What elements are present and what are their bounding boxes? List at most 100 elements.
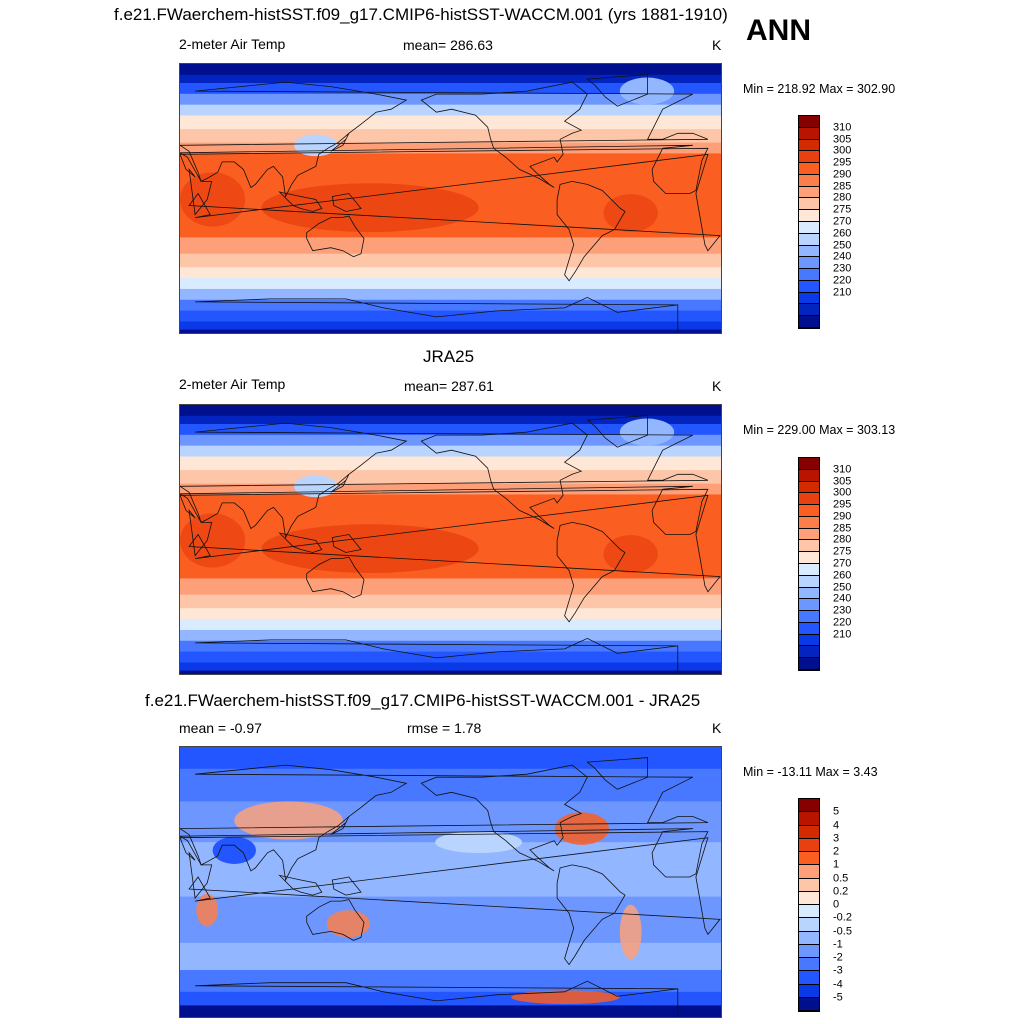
colorbar-swatch	[799, 799, 819, 813]
colorbar-swatch	[799, 139, 819, 152]
panel-3-mean-label: mean = -0.97	[179, 720, 262, 736]
colorbar-tick-label: 0	[833, 898, 840, 911]
colorbar-swatch	[799, 210, 819, 222]
colorbar-tick-label: 250	[833, 239, 852, 252]
colorbar-tick-label: 290	[833, 510, 852, 523]
panel-1-units: K	[712, 37, 722, 53]
colorbar-tick-label: 0.2	[833, 885, 849, 898]
colorbar-tick-label: 310	[833, 463, 852, 476]
colorbar-swatch	[799, 622, 819, 635]
colorbar-tick-label: -0.5	[833, 925, 852, 937]
colorbar-tick-label: -1	[833, 938, 843, 951]
colorbar-swatch	[799, 997, 819, 1011]
panel-2-map	[179, 404, 722, 675]
colorbar-tick-label: 275	[833, 545, 852, 558]
panel-2-units: K	[712, 378, 722, 394]
colorbar-swatch	[799, 528, 819, 541]
colorbar-swatch	[799, 280, 819, 293]
colorbar-tick-label: 230	[833, 262, 852, 275]
colorbar-swatch	[799, 316, 819, 328]
colorbar-swatch	[799, 825, 819, 839]
colorbar-tick-label: 230	[833, 604, 852, 617]
colorbar-swatch	[799, 931, 819, 945]
colorbar-tick-label: 4	[833, 819, 840, 831]
season-label: ANN	[746, 14, 811, 47]
colorbar-swatch	[799, 658, 819, 670]
colorbar-tick-label: 275	[833, 203, 852, 216]
colorbar-tick-label: 220	[833, 616, 852, 629]
colorbar-swatch	[799, 186, 819, 199]
colorbar-swatch	[799, 852, 819, 866]
colorbar-swatch	[799, 469, 819, 482]
panel-1-colorbar: 310 305 300 295 290 285 280 275 270 260 250 240 230 2…	[798, 115, 851, 329]
colorbar-swatch	[799, 865, 819, 879]
colorbar-tick-label: 210	[833, 286, 852, 299]
colorbar-swatch	[799, 493, 819, 506]
colorbar-tick-label: 285	[833, 180, 852, 193]
colorbar-swatch	[799, 634, 819, 647]
colorbar-swatch	[799, 611, 819, 623]
colorbar-tick-label: 305	[833, 475, 852, 488]
panel-3-rmse-label: rmse = 1.78	[407, 720, 482, 736]
panel-2-mean-label: mean= 287.61	[404, 378, 494, 394]
colorbar-tick-label: 295	[833, 498, 852, 511]
panel-1-title: f.e21.FWaerchem-histSST.f09_g17.CMIP6-hi…	[114, 5, 728, 24]
colorbar-swatch	[799, 198, 819, 211]
colorbar-swatch	[799, 222, 819, 234]
panel-1-minmax: Min = 218.92 Max = 302.90	[743, 82, 896, 96]
colorbar-swatch	[799, 587, 819, 600]
colorbar-swatch	[799, 127, 819, 140]
panel-3-units: K	[712, 720, 722, 736]
colorbar-swatch	[799, 292, 819, 305]
colorbar-tick-label: 1	[833, 858, 840, 871]
colorbar-tick-label: 260	[833, 227, 852, 240]
colorbar-swatch	[799, 458, 819, 470]
colorbar-swatch	[799, 905, 819, 919]
colorbar-tick-label: 300	[833, 486, 852, 499]
colorbar-tick-label: -3	[833, 964, 843, 977]
colorbar-tick-label: -2	[833, 951, 843, 964]
colorbar-swatch	[799, 116, 819, 128]
colorbar-tick-label: 310	[833, 121, 852, 134]
colorbar-tick-label: 290	[833, 168, 852, 181]
colorbar-tick-label: -0.2	[833, 911, 852, 924]
colorbar-tick-label: -4	[833, 978, 843, 990]
panel-1-map	[179, 63, 722, 334]
colorbar-tick-label: 280	[833, 191, 852, 204]
colorbar-swatch	[799, 944, 819, 958]
colorbar-swatch	[799, 516, 819, 529]
colorbar-swatch	[799, 958, 819, 972]
colorbar-swatch	[799, 233, 819, 246]
colorbar-swatch	[799, 552, 819, 564]
panel-3-minmax: Min = -13.11 Max = 3.43	[743, 765, 878, 779]
colorbar-swatch	[799, 918, 819, 932]
colorbar-swatch	[799, 564, 819, 576]
colorbar-tick-label: 270	[833, 215, 852, 228]
colorbar-swatch	[799, 505, 819, 517]
colorbar-swatch	[799, 269, 819, 281]
colorbar-swatch	[799, 174, 819, 187]
colorbar-swatch	[799, 878, 819, 892]
colorbar-tick-label: 220	[833, 274, 852, 287]
colorbar-tick-label: 280	[833, 533, 852, 546]
colorbar-swatch	[799, 245, 819, 258]
colorbar-tick-label: -5	[833, 991, 843, 1004]
colorbar-swatch	[799, 151, 819, 164]
panel-2-variable-label: 2-meter Air Temp	[179, 376, 286, 392]
colorbar-swatch	[799, 304, 819, 317]
colorbar-tick-label: 3	[833, 832, 840, 845]
colorbar-swatch	[799, 984, 819, 998]
colorbar-tick-label: 300	[833, 144, 852, 157]
colorbar-swatch	[799, 599, 819, 612]
colorbar-swatch	[799, 891, 819, 905]
colorbar-swatch	[799, 646, 819, 659]
colorbar-tick-label: 0.5	[833, 872, 849, 884]
panel-2-title: JRA25	[423, 347, 475, 366]
colorbar-swatch	[799, 540, 819, 553]
panel-2-minmax: Min = 229.00 Max = 303.13	[743, 423, 896, 437]
colorbar-swatch	[799, 971, 819, 985]
panel-2-colorbar: 310 305 300 295 290 285 280 275 270 260 250 240 230 2…	[798, 457, 851, 671]
colorbar-tick-label: 250	[833, 581, 852, 594]
panel-1-variable-label: 2-meter Air Temp	[179, 36, 286, 52]
colorbar-tick-label: 2	[833, 845, 840, 858]
